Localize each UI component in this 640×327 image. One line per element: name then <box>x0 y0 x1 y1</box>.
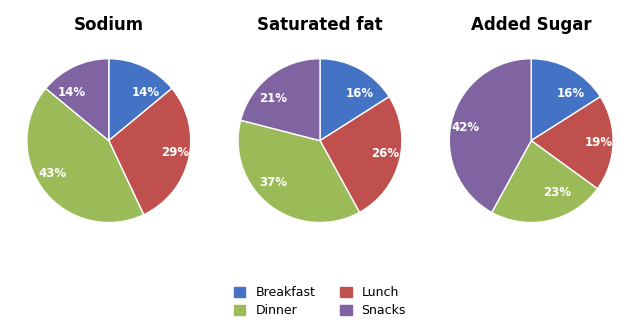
Text: 16%: 16% <box>346 87 374 100</box>
Wedge shape <box>238 120 360 223</box>
Text: 29%: 29% <box>161 146 189 159</box>
Text: 42%: 42% <box>451 121 479 134</box>
Wedge shape <box>320 59 389 141</box>
Text: 14%: 14% <box>131 86 159 99</box>
Text: 23%: 23% <box>543 186 571 199</box>
Text: 21%: 21% <box>259 92 287 105</box>
Text: 19%: 19% <box>584 136 612 149</box>
Wedge shape <box>492 141 598 223</box>
Title: Saturated fat: Saturated fat <box>257 16 383 34</box>
Title: Added Sugar: Added Sugar <box>471 16 591 34</box>
Wedge shape <box>449 59 531 213</box>
Wedge shape <box>531 97 613 189</box>
Wedge shape <box>45 59 109 141</box>
Wedge shape <box>241 59 320 141</box>
Title: Sodium: Sodium <box>74 16 144 34</box>
Wedge shape <box>27 88 143 223</box>
Text: 16%: 16% <box>557 87 585 100</box>
Wedge shape <box>320 97 402 213</box>
Text: 14%: 14% <box>58 86 86 99</box>
Legend: Breakfast, Dinner, Lunch, Snacks: Breakfast, Dinner, Lunch, Snacks <box>234 286 406 318</box>
Wedge shape <box>109 88 191 215</box>
Text: 37%: 37% <box>259 176 287 189</box>
Text: 43%: 43% <box>38 167 67 180</box>
Wedge shape <box>109 59 172 141</box>
Wedge shape <box>531 59 600 141</box>
Text: 26%: 26% <box>372 147 400 160</box>
